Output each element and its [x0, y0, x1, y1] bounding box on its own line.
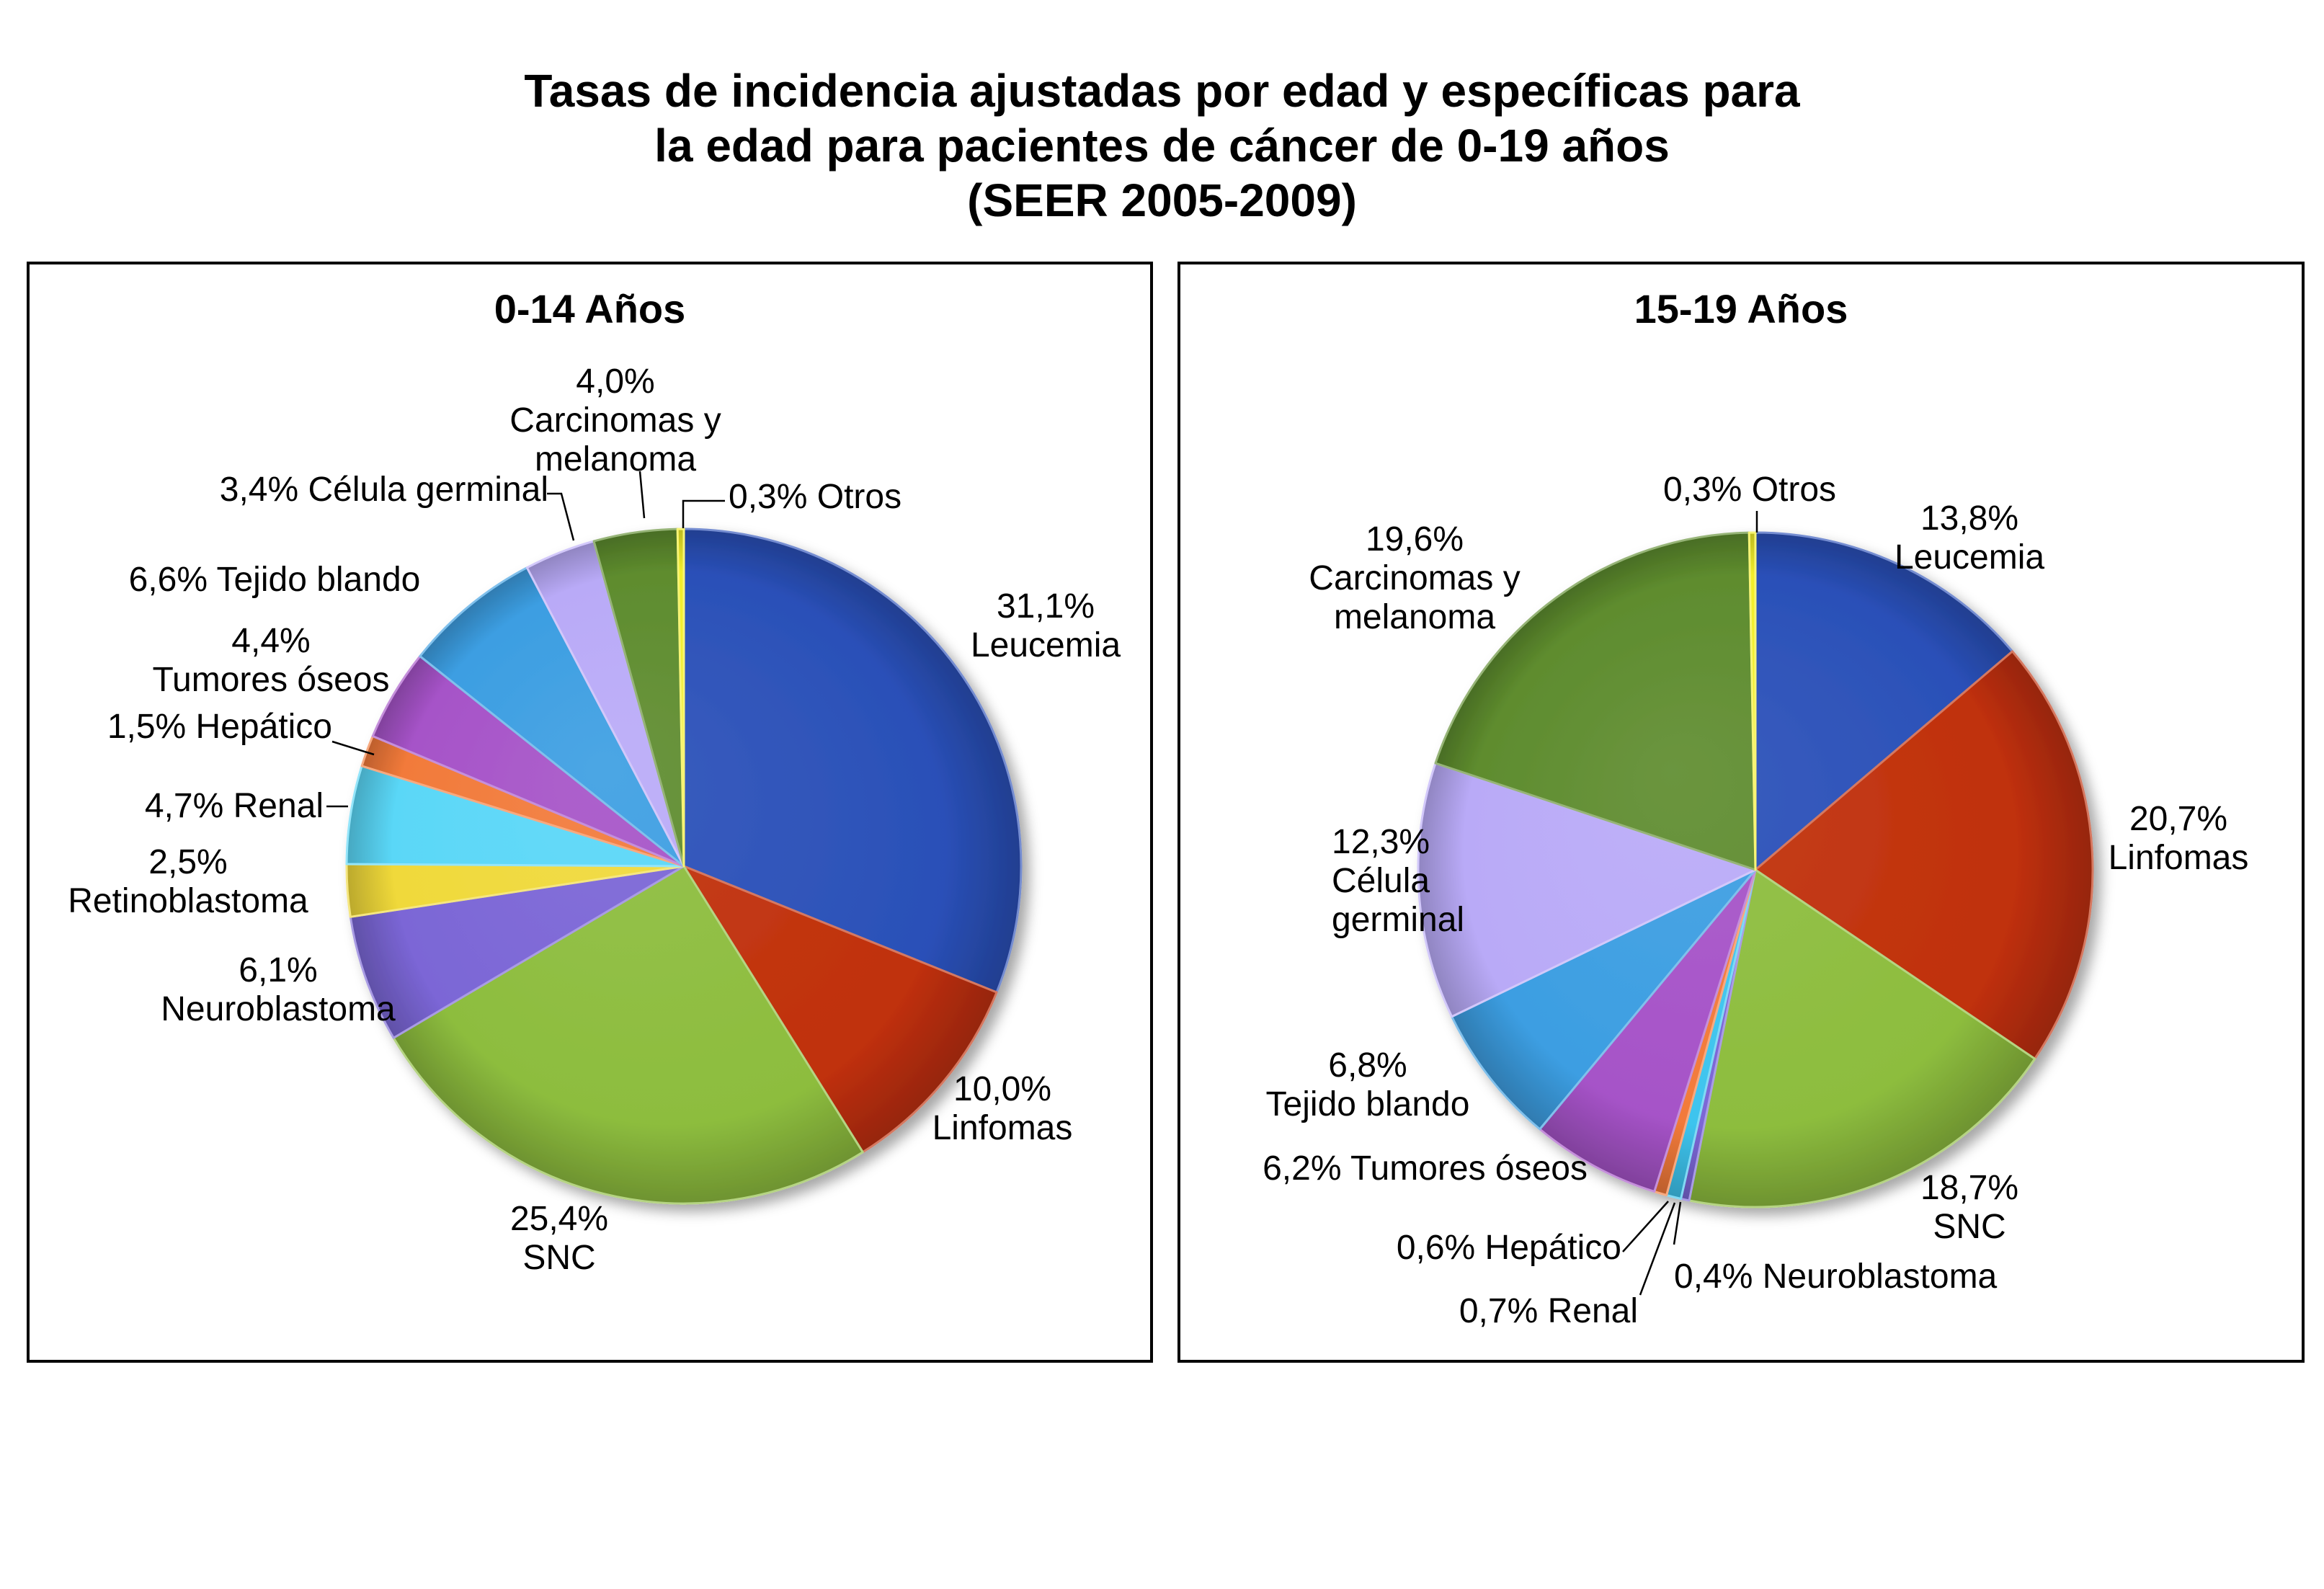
data-label-tejido-blando: 6,8% Tejido blando	[1266, 1046, 1470, 1123]
data-label-tumores-oseos: 6,2% Tumores óseos	[1263, 1149, 1588, 1188]
data-label-otros: 0,3% Otros	[1663, 471, 1836, 509]
pie-slice-neuroblastoma	[349, 865, 685, 1039]
pie-panel-15-19: 15-19 Años 13,8% Leucemia 20,7% Linfomas 18,…	[1177, 262, 2305, 1363]
pie-slice-otros	[1748, 531, 1757, 871]
data-label-carcinomas-y-melanoma: 4,0% Carcinomas y melanoma	[509, 362, 721, 479]
chart-title-line: Tasas de incidencia ajustadas por edad y…	[524, 65, 1800, 117]
pie-chart-0-14: 31,1% Leucemia 10,0% Linfomas 25,4% SNC 6,1% Ne…	[68, 362, 1121, 1277]
data-label-retinoblastoma: 2,5% Retinoblastoma	[68, 843, 308, 920]
leader-line	[1622, 1201, 1669, 1252]
leader-line	[1673, 1201, 1682, 1245]
pie-slice-snc	[392, 865, 864, 1205]
pie-title: 0-14 Años	[494, 286, 686, 331]
data-label-snc: 25,4% SNC	[510, 1200, 608, 1277]
data-label-snc: 18,7% SNC	[1920, 1169, 2018, 1246]
chart-title-line: (SEER 2005-2009)	[967, 174, 1357, 226]
data-label-tumores-oseos: 4,4% Tumores óseos	[152, 622, 389, 699]
pie-slice-tejido-blando	[419, 566, 685, 868]
pie-slice-snc	[1688, 868, 2036, 1209]
pie-slice-leucemia	[1754, 531, 2014, 871]
pie-slice-celula-germinal	[1417, 762, 1757, 1018]
data-label-linfomas: 20,7% Linfomas	[2109, 800, 2249, 877]
chart-title: Tasas de incidencia ajustadas por edad y…	[0, 63, 2324, 228]
data-label-otros: 0,3% Otros	[729, 478, 901, 516]
pie-slice-linfomas	[682, 865, 998, 1154]
leader-line	[331, 740, 375, 756]
data-label-tejido-blando: 6,6% Tejido blando	[129, 561, 421, 599]
pie-slice-tejido-blando	[1451, 868, 1757, 1131]
pie-title: 15-19 Años	[1634, 286, 1848, 331]
data-label-leucemia: 13,8% Leucemia	[1895, 499, 2044, 577]
data-label-carcinomas-y-melanoma: 19,6% Carcinomas y melanoma	[1309, 520, 1520, 636]
chart-title-line: la edad para pacientes de cáncer de 0-19…	[654, 120, 1670, 172]
leader-line	[638, 471, 646, 519]
pie-slice-otros	[676, 528, 685, 868]
data-label-renal: 0,7% Renal	[1459, 1292, 1638, 1330]
pie-chart-15-19: 13,8% Leucemia 20,7% Linfomas 18,7% SNC 0,4% N…	[1263, 471, 2249, 1330]
leader-line	[547, 492, 575, 541]
leader-line	[682, 499, 725, 528]
data-label-celula-germinal: 12,3% Célula germinal	[1332, 823, 1464, 939]
data-label-celula-germinal: 3,4% Célula germinal	[220, 471, 548, 509]
pie-panel-0-14: 0-14 Años 31,1% Leucemia 10,0% Linfomas 25,4…	[27, 262, 1153, 1363]
pie-slice-carcinomas-y-melanoma	[1434, 531, 1757, 871]
pie-slice-tumores-oseos	[1539, 868, 1757, 1193]
pie-slice-leucemia	[682, 528, 1023, 994]
data-label-neuroblastoma: 6,1% Neuroblastoma	[161, 951, 396, 1028]
data-label-renal: 4,7% Renal	[145, 787, 324, 825]
data-label-linfomas: 10,0% Linfomas	[932, 1070, 1073, 1147]
data-label-hepatico: 0,6% Hepático	[1397, 1229, 1621, 1267]
leader-line	[1639, 1202, 1676, 1296]
data-label-hepatico: 1,5% Hepático	[107, 708, 332, 746]
pie-slice-linfomas	[1754, 650, 2094, 1060]
data-label-neuroblastoma: 0,4% Neuroblastoma	[1674, 1258, 1998, 1296]
data-label-leucemia: 31,1% Leucemia	[971, 587, 1121, 664]
